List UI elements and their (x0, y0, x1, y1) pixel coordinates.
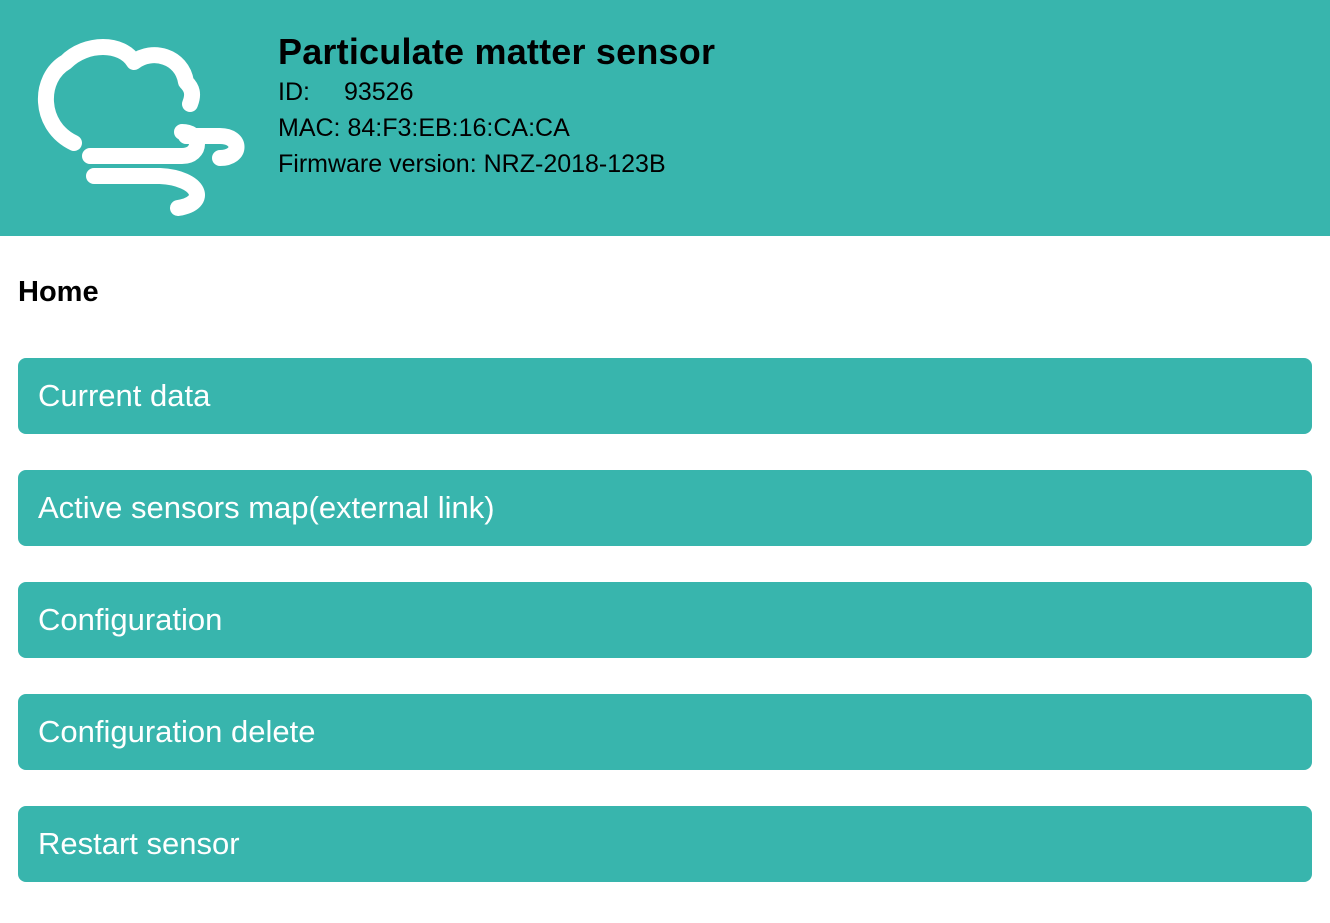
mac-value: 84:F3:EB:16:CA:CA (347, 114, 570, 142)
header-banner: Particulate matter sensor ID: 93526 MAC: … (0, 0, 1330, 236)
section-heading: Home (18, 276, 99, 308)
configuration-delete-button[interactable]: Configuration delete (18, 694, 1312, 770)
page-title: Particulate matter sensor (278, 31, 716, 72)
firmware-label: Firmware version: (278, 150, 477, 178)
device-info: Particulate matter sensor ID: 93526 MAC: … (278, 30, 715, 182)
configuration-button[interactable]: Configuration (18, 582, 1312, 658)
current-data-button[interactable]: Current data (18, 358, 1312, 434)
cloud-wind-icon (37, 39, 245, 216)
device-mac: MAC: 84:F3:EB:16:CA:CA (278, 110, 715, 146)
mac-label: MAC: (278, 114, 341, 142)
id-label: ID: (278, 78, 310, 106)
id-value: 93526 (343, 78, 414, 106)
restart-sensor-button[interactable]: Restart sensor (18, 806, 1312, 882)
device-id: ID: 93526 (278, 74, 715, 110)
sensors-map-link-button[interactable]: Active sensors map(external link) (18, 470, 1312, 546)
firmware-value: NRZ-2018-123B (483, 150, 666, 178)
firmware-version: Firmware version: NRZ-2018-123B (278, 146, 715, 182)
